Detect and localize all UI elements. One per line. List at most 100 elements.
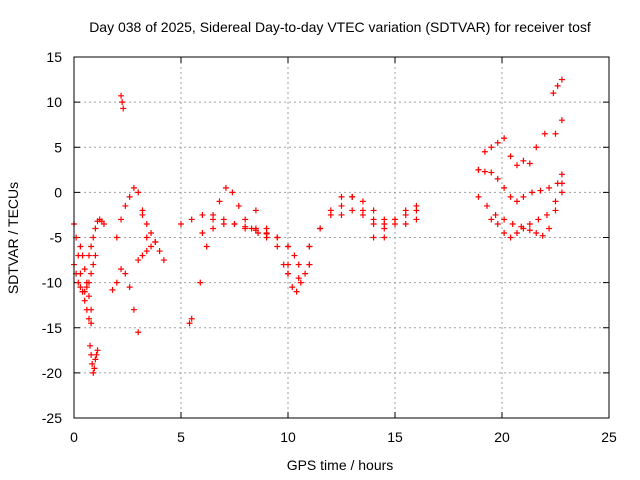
data-point-plus: [92, 252, 99, 259]
data-point-plus: [359, 198, 366, 205]
data-point-plus: [349, 193, 356, 200]
data-point-plus: [263, 230, 270, 237]
data-point-plus: [293, 288, 300, 295]
data-point-plus: [88, 306, 95, 313]
data-point-plus: [317, 225, 324, 232]
data-point-plus: [143, 234, 150, 241]
data-point-plus: [216, 198, 223, 205]
data-point-plus: [197, 279, 204, 286]
data-point-plus: [93, 351, 100, 358]
data-point-plus: [381, 234, 388, 241]
data-point-plus: [118, 266, 125, 273]
series-arc-08: [113, 184, 150, 241]
data-point-plus: [120, 105, 127, 112]
data-point-plus: [546, 184, 553, 191]
data-point-plus: [210, 216, 217, 223]
x-tick-label: 15: [387, 429, 403, 445]
data-point-plus: [139, 252, 146, 259]
data-point-plus: [501, 184, 508, 191]
data-point-plus: [88, 270, 95, 277]
data-point-plus: [122, 270, 129, 277]
data-point-plus: [402, 207, 409, 214]
data-point-plus: [100, 220, 107, 227]
data-point-plus: [88, 351, 95, 358]
data-point-plus: [552, 198, 559, 205]
data-point-plus: [135, 189, 142, 196]
series-arc-04: [85, 216, 107, 259]
data-point-plus: [520, 157, 527, 164]
data-point-plus: [81, 288, 88, 295]
data-point-plus: [509, 220, 516, 227]
data-point-plus: [113, 234, 120, 241]
data-point-plus: [475, 166, 482, 173]
data-point-plus: [520, 193, 527, 200]
data-point-plus: [526, 160, 533, 167]
data-point-plus: [77, 284, 84, 291]
data-point-plus: [370, 234, 377, 241]
data-point-plus: [130, 184, 137, 191]
data-point-plus: [199, 229, 206, 236]
data-point-plus: [222, 184, 229, 191]
data-point-plus: [359, 211, 366, 218]
data-point-plus: [306, 243, 313, 250]
series-arc-15: [252, 207, 313, 282]
data-point-plus: [552, 207, 559, 214]
data-point-plus: [229, 189, 236, 196]
data-point-plus: [178, 220, 184, 227]
data-point-plus: [91, 365, 98, 372]
x-axis-label: GPS time / hours: [287, 457, 394, 473]
data-point-plus: [122, 202, 129, 209]
series-arc-25: [550, 76, 565, 97]
data-point-plus: [306, 261, 313, 268]
x-tick-label: 0: [70, 429, 78, 445]
data-point-plus: [90, 234, 97, 241]
data-point-plus: [513, 229, 520, 236]
data-point-plus: [148, 229, 155, 236]
data-point-plus: [83, 279, 90, 286]
series-arc-17: [285, 193, 388, 277]
data-point-plus: [501, 216, 508, 223]
data-point-plus: [285, 270, 291, 277]
data-point-plus: [513, 198, 520, 205]
series-arc-07: [109, 266, 142, 336]
series-arc-12: [178, 211, 298, 259]
data-points: [71, 76, 565, 376]
data-point-plus: [349, 207, 356, 214]
axis-ticks: 0 5 10 15 20 25 -25 -20 -15 -10 -5 0 5 10 15: [42, 49, 617, 445]
data-point-plus: [85, 252, 92, 259]
data-point-plus: [481, 148, 488, 155]
data-point-plus: [550, 90, 557, 97]
data-point-plus: [507, 234, 514, 241]
data-point-plus: [77, 243, 84, 250]
data-point-plus: [126, 284, 133, 291]
data-point-plus: [295, 275, 302, 282]
x-tick-label: 5: [177, 429, 185, 445]
grid-lines: [74, 57, 609, 418]
y-tick-label: -5: [50, 230, 63, 246]
data-point-plus: [143, 248, 150, 255]
data-point-plus: [558, 76, 565, 83]
series-arc-24: [488, 189, 565, 241]
x-tick-label: 20: [494, 429, 510, 445]
data-point-plus: [501, 229, 508, 236]
data-point-plus: [160, 257, 167, 264]
data-point-plus: [152, 239, 159, 246]
data-point-plus: [126, 193, 133, 200]
data-point-plus: [109, 286, 116, 293]
series-arc-11: [186, 315, 195, 327]
y-tick-label: 15: [46, 49, 62, 65]
data-point-plus: [558, 171, 565, 178]
data-point-plus: [484, 202, 491, 209]
data-point-plus: [274, 234, 281, 241]
series-arc-22: [475, 166, 565, 205]
data-point-plus: [338, 211, 345, 218]
data-point-plus: [88, 320, 95, 327]
data-point-plus: [494, 139, 501, 146]
data-point-plus: [130, 306, 137, 313]
data-point-plus: [94, 347, 101, 354]
data-point-plus: [537, 187, 544, 194]
data-point-plus: [285, 243, 291, 250]
data-point-plus: [248, 225, 255, 232]
data-point-plus: [148, 243, 155, 250]
